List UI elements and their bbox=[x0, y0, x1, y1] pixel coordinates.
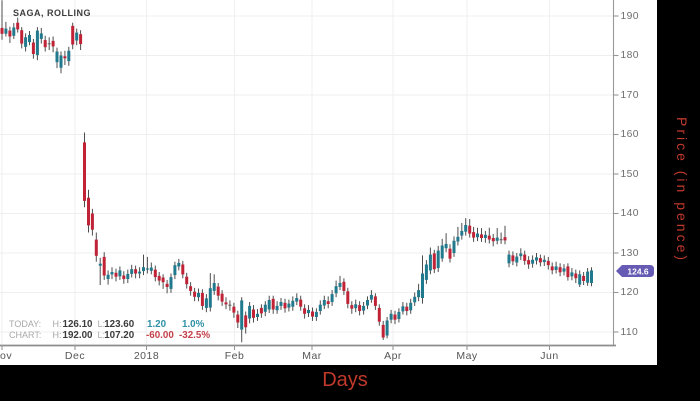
svg-text:124.6: 124.6 bbox=[627, 267, 649, 277]
